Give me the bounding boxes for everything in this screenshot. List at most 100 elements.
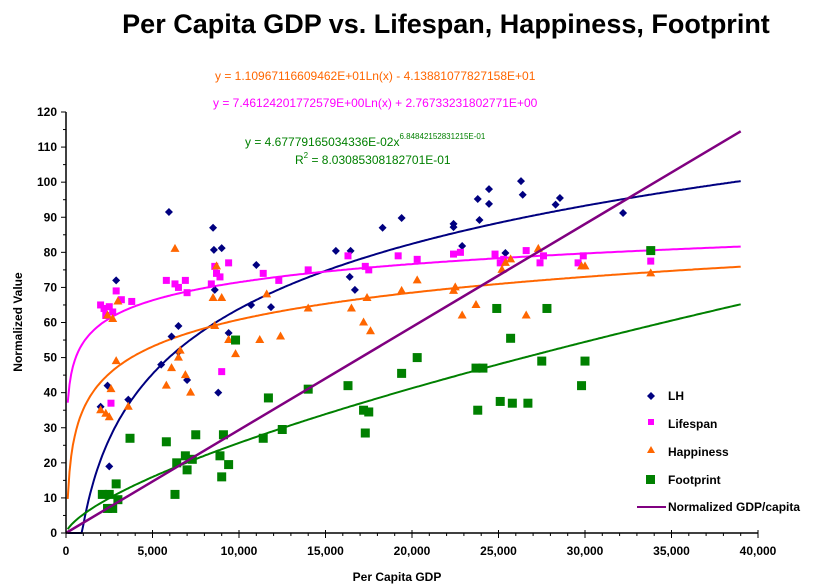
x-tick-label: 5,000: [137, 544, 167, 558]
point-happiness: [580, 261, 590, 270]
point-lifespan: [128, 297, 136, 305]
point-footprint: [473, 405, 483, 415]
point-footprint: [646, 246, 656, 256]
point-lifespan: [174, 283, 182, 291]
point-footprint: [577, 381, 587, 391]
point-happiness: [123, 401, 133, 410]
x-tick-label: 35,000: [653, 544, 690, 558]
point-footprint: [258, 433, 268, 443]
y-tick-label: 70: [44, 280, 58, 294]
trendline-footprint: [66, 303, 741, 530]
point-lh: [174, 322, 183, 331]
legend-label-footprint: Footprint: [668, 473, 721, 487]
footprint-trend-equation: y = 4.67779165034336E-02x6.8484215283121…: [245, 132, 486, 149]
point-lh: [247, 300, 256, 309]
point-happiness: [471, 299, 481, 308]
point-happiness: [359, 317, 369, 326]
point-lifespan: [496, 259, 504, 267]
legend-label-gdp: Normalized GDP/capita: [668, 500, 800, 514]
point-lh: [473, 195, 482, 204]
point-lh: [252, 260, 261, 269]
footprint-equation-exponent: 6.84842152831215E-01: [399, 132, 485, 141]
point-lifespan: [394, 252, 402, 260]
r-squared-value: = 8.03085308182701E-01: [308, 153, 451, 167]
point-happiness: [106, 384, 116, 393]
point-happiness: [170, 243, 180, 252]
legend-label-happiness: Happiness: [668, 445, 729, 459]
y-tick-label: 50: [44, 351, 58, 365]
legend-item-footprint: Footprint: [646, 473, 721, 487]
point-lifespan: [456, 248, 464, 256]
point-lifespan: [112, 287, 120, 295]
point-lh: [209, 223, 218, 232]
footprint-r-squared: R2 = 8.03085308182701E-01: [295, 151, 451, 167]
point-lh: [345, 272, 354, 281]
point-lh: [267, 303, 276, 312]
point-lh: [484, 199, 493, 208]
point-footprint: [580, 356, 590, 366]
point-happiness: [212, 261, 222, 270]
point-happiness: [276, 331, 286, 340]
legend-square-large-icon: [646, 475, 655, 484]
x-tick-label: 25,000: [480, 544, 517, 558]
point-footprint: [104, 489, 114, 499]
point-happiness: [113, 296, 123, 305]
point-footprint: [277, 425, 287, 435]
point-lh: [167, 332, 176, 341]
x-tick-label: 20,000: [394, 544, 431, 558]
point-happiness: [521, 310, 531, 319]
y-tick-label: 0: [50, 526, 57, 540]
point-happiness: [175, 345, 185, 354]
point-happiness: [346, 303, 356, 312]
r-squared-exponent: 2: [304, 151, 309, 160]
point-happiness: [111, 356, 121, 365]
y-tick-label: 20: [44, 456, 58, 470]
point-footprint: [215, 451, 225, 461]
point-happiness: [365, 326, 375, 335]
point-lifespan: [361, 262, 369, 270]
point-lh: [224, 329, 233, 338]
point-lifespan: [536, 259, 544, 267]
point-lh: [124, 395, 133, 404]
point-footprint: [217, 472, 227, 482]
point-lh: [164, 207, 173, 216]
point-footprint: [471, 363, 481, 373]
point-happiness: [108, 313, 118, 322]
point-footprint: [187, 454, 197, 464]
point-lh: [449, 223, 458, 232]
point-footprint: [191, 430, 201, 440]
point-footprint: [495, 396, 505, 406]
point-footprint: [172, 458, 182, 468]
point-lifespan: [171, 280, 179, 288]
point-footprint: [364, 407, 374, 417]
point-footprint: [170, 489, 180, 499]
point-lifespan: [109, 308, 117, 316]
point-footprint: [397, 368, 407, 378]
footprint-equation-base: y = 4.67779165034336E-02x: [245, 135, 399, 149]
point-footprint: [523, 398, 533, 408]
point-footprint: [231, 335, 241, 345]
point-lifespan: [304, 266, 312, 274]
point-lifespan: [181, 276, 189, 284]
point-happiness: [362, 292, 372, 301]
point-lifespan: [450, 250, 458, 258]
point-lifespan: [579, 252, 587, 260]
point-lh: [350, 285, 359, 294]
point-footprint: [180, 451, 190, 461]
point-happiness: [103, 310, 113, 319]
point-lh: [331, 246, 340, 255]
trendline-happiness: [66, 265, 741, 499]
y-tick-label: 40: [44, 386, 58, 400]
point-happiness: [500, 257, 510, 266]
point-happiness: [210, 321, 220, 330]
point-footprint: [108, 503, 118, 513]
point-footprint: [218, 430, 228, 440]
point-lh: [214, 388, 223, 397]
x-tick-label: 0: [63, 544, 70, 558]
y-tick-label: 100: [37, 175, 57, 189]
y-tick-label: 60: [44, 316, 58, 330]
point-footprint: [182, 465, 192, 475]
point-lh: [112, 276, 121, 285]
legend-label-lh: LH: [668, 389, 684, 403]
trendline-lifespan: [66, 245, 741, 403]
